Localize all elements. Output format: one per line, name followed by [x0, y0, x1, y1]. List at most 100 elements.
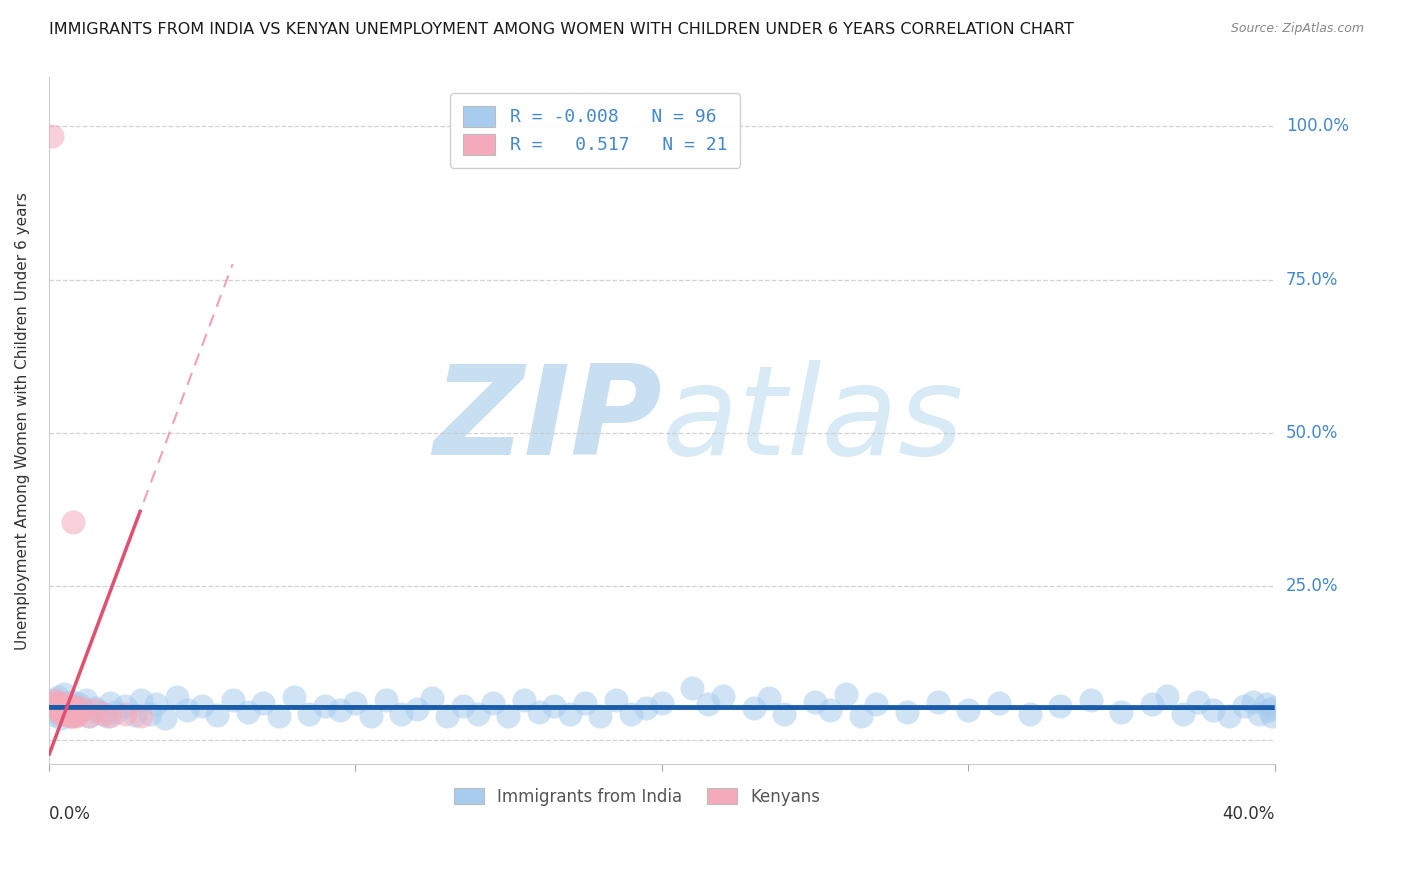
- Point: [49, 711, 72, 725]
- Point: [758, 691, 780, 706]
- Point: [1018, 706, 1040, 721]
- Y-axis label: Unemployment Among Women with Children Under 6 years: Unemployment Among Women with Children U…: [15, 192, 30, 649]
- Point: [83, 703, 105, 717]
- Point: [191, 698, 214, 713]
- Point: [927, 695, 949, 709]
- Point: [207, 708, 229, 723]
- Point: [56, 703, 79, 717]
- Point: [96, 709, 118, 723]
- Point: [77, 709, 100, 723]
- Point: [72, 701, 94, 715]
- Point: [711, 689, 734, 703]
- Point: [283, 690, 305, 704]
- Point: [1049, 698, 1071, 713]
- Point: [957, 703, 980, 717]
- Point: [59, 709, 82, 723]
- Point: [72, 703, 94, 717]
- Point: [314, 698, 336, 713]
- Point: [56, 706, 79, 721]
- Point: [1218, 709, 1240, 723]
- Point: [329, 703, 352, 717]
- Text: 0.0%: 0.0%: [49, 805, 90, 823]
- Point: [114, 698, 136, 713]
- Point: [62, 709, 84, 723]
- Point: [1257, 703, 1279, 717]
- Point: [267, 709, 290, 723]
- Point: [105, 705, 128, 719]
- Point: [56, 696, 79, 710]
- Point: [1080, 693, 1102, 707]
- Point: [849, 709, 872, 723]
- Point: [49, 705, 72, 719]
- Point: [1260, 701, 1282, 715]
- Text: atlas: atlas: [662, 360, 965, 482]
- Point: [62, 695, 84, 709]
- Point: [75, 693, 97, 707]
- Point: [1156, 689, 1178, 703]
- Point: [67, 697, 90, 711]
- Point: [605, 693, 627, 707]
- Point: [558, 706, 581, 721]
- Point: [636, 701, 658, 715]
- Point: [41, 128, 63, 143]
- Point: [236, 705, 259, 719]
- Point: [90, 706, 112, 721]
- Point: [834, 687, 856, 701]
- Point: [1187, 695, 1209, 709]
- Point: [389, 706, 412, 721]
- Point: [436, 709, 458, 723]
- Point: [67, 705, 90, 719]
- Point: [65, 709, 87, 723]
- Point: [53, 702, 76, 716]
- Point: [773, 706, 796, 721]
- Point: [46, 697, 69, 711]
- Point: [49, 706, 72, 721]
- Point: [114, 706, 136, 721]
- Point: [1233, 698, 1256, 713]
- Point: [98, 696, 121, 710]
- Point: [44, 698, 66, 713]
- Point: [252, 696, 274, 710]
- Point: [589, 709, 612, 723]
- Point: [1140, 697, 1163, 711]
- Point: [41, 698, 63, 713]
- Point: [62, 701, 84, 715]
- Point: [83, 701, 105, 715]
- Text: Source: ZipAtlas.com: Source: ZipAtlas.com: [1230, 22, 1364, 36]
- Point: [742, 701, 765, 715]
- Point: [1241, 695, 1264, 709]
- Point: [56, 696, 79, 710]
- Point: [139, 706, 162, 721]
- Point: [46, 705, 69, 719]
- Point: [543, 698, 565, 713]
- Point: [804, 695, 827, 709]
- Point: [65, 706, 87, 721]
- Point: [98, 709, 121, 723]
- Point: [987, 696, 1010, 710]
- Point: [59, 705, 82, 719]
- Text: 25.0%: 25.0%: [1286, 577, 1339, 596]
- Point: [155, 711, 177, 725]
- Text: 75.0%: 75.0%: [1286, 271, 1339, 289]
- Point: [1260, 709, 1282, 723]
- Point: [49, 698, 72, 713]
- Point: [498, 709, 520, 723]
- Point: [44, 693, 66, 707]
- Legend: Immigrants from India, Kenyans: Immigrants from India, Kenyans: [446, 780, 830, 814]
- Point: [1249, 706, 1271, 721]
- Text: 100.0%: 100.0%: [1286, 118, 1348, 136]
- Point: [420, 691, 443, 706]
- Point: [574, 696, 596, 710]
- Text: 50.0%: 50.0%: [1286, 424, 1339, 442]
- Point: [44, 708, 66, 723]
- Point: [59, 698, 82, 713]
- Point: [44, 693, 66, 707]
- Point: [124, 708, 146, 723]
- Point: [62, 515, 84, 529]
- Point: [467, 706, 489, 721]
- Point: [405, 702, 427, 716]
- Point: [93, 706, 115, 721]
- Point: [1202, 703, 1225, 717]
- Point: [129, 693, 152, 707]
- Point: [65, 708, 87, 723]
